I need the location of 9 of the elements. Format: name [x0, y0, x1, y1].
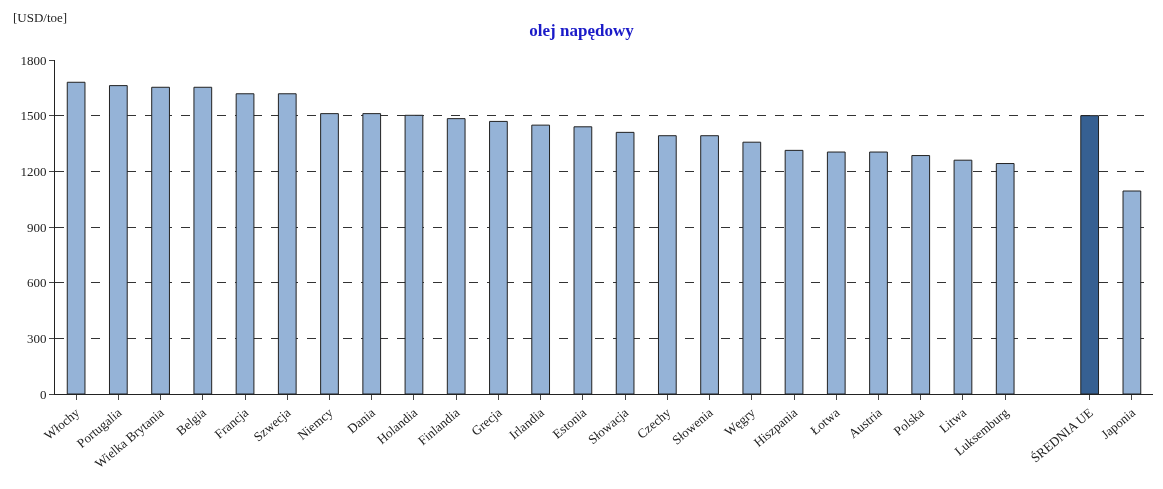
- chart-title: olej napędowy: [529, 21, 635, 41]
- y-tick-label: 1500: [20, 108, 47, 124]
- y-tick-label: 1800: [20, 52, 47, 68]
- y-tick-label: 1200: [20, 163, 47, 179]
- y-tick-label: 900: [26, 219, 47, 235]
- y-axis-title: [USD/toe]: [13, 10, 68, 25]
- y-tick-label: 300: [26, 330, 47, 346]
- y-tick-label: 600: [26, 275, 47, 291]
- y-tick-label: 0: [39, 386, 47, 402]
